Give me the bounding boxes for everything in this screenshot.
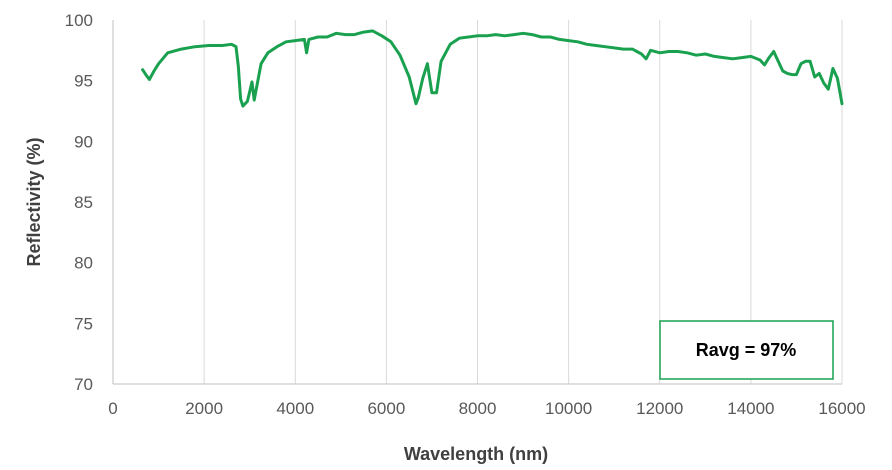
y-tick-label: 100 (65, 11, 93, 30)
reflectivity-series-line (141, 29, 844, 108)
y-tick-label: 80 (74, 254, 93, 273)
plot-area (141, 29, 844, 108)
x-tick-label: 10000 (545, 399, 592, 418)
x-tick-label: 6000 (367, 399, 405, 418)
x-tick-label: 4000 (276, 399, 314, 418)
grid-lines (203, 20, 843, 384)
y-tick-label: 95 (74, 72, 93, 91)
x-tick-label: 8000 (459, 399, 497, 418)
y-tick-label: 85 (74, 193, 93, 212)
x-tick-label: 2000 (185, 399, 223, 418)
y-axis-title: Reflectivity (%) (24, 137, 44, 266)
y-tick-label: 70 (74, 375, 93, 394)
x-tick-label: 16000 (818, 399, 865, 418)
tick-labels: 70 75 80 85 90 95 100 0 2000 4000 6000 8000 10000 120… (65, 11, 866, 418)
annotation-box (659, 320, 834, 380)
x-axis-title: Wavelength (nm) (404, 444, 548, 464)
annotation-text: Ravg = 97% (696, 340, 797, 360)
x-tick-label: 12000 (636, 399, 683, 418)
axes (112, 20, 842, 385)
x-tick-label: 0 (108, 399, 117, 418)
y-tick-label: 75 (74, 314, 93, 333)
x-tick-label: 14000 (727, 399, 774, 418)
y-tick-label: 90 (74, 132, 93, 151)
